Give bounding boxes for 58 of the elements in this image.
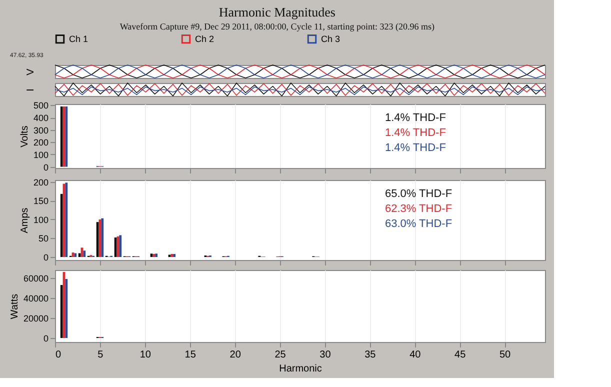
x-tick-label: 10 [140,350,152,360]
y-axis-title: Amps [19,208,30,234]
y-tick-label: 500 [33,100,48,111]
bar [170,254,174,257]
x-tick-label: 35 [364,350,376,360]
annotation: 1.4% THD-F [385,142,446,154]
y-tick-label: 0 [43,162,48,172]
bar [119,235,122,257]
bar [116,236,120,257]
legend-label: Ch 3 [321,34,340,44]
y-axis-title: V [26,68,36,76]
x-tick-label: 15 [184,350,196,360]
y-tick-label: 100 [33,150,48,160]
annotation: 62.3% THD-F [385,203,452,215]
x-tick-label: 45 [454,350,466,360]
y-tick-label: 300 [33,125,48,136]
y-tick-label: 400 [33,113,48,124]
legend-label: Ch 2 [195,34,214,44]
chart-subtitle: Waveform Capture #9, Dec 29 2011, 08:00:00, Cycle 11, starting point: 323 (20.96 ms) [120,22,434,32]
x-tick-label: 40 [410,350,422,360]
y-axis-title: Volts [19,126,30,148]
y-tick-label: 200 [33,138,48,148]
y-tick-label: 100 [33,214,48,225]
y-axis-title: Watts [9,294,20,320]
bar [65,279,68,338]
y-axis-title: I [26,88,36,92]
x-tick-label: 5 [98,350,104,360]
annotation: 65.0% THD-F [385,188,452,200]
annotation: 63.0% THD-F [385,218,452,230]
x-tick-label: 50 [499,350,512,360]
y-tick-label: 0 [43,252,48,262]
x-tick-label: 20 [230,350,242,360]
y-tick-label: 50 [38,234,48,244]
chart-title: Harmonic Magnitudes [218,4,336,20]
bar [96,222,99,257]
y-tick-label: 150 [33,196,48,206]
x-tick-label: 25 [274,350,286,360]
bar [152,254,156,257]
bar [78,253,81,257]
legend-label: Ch 1 [69,34,88,44]
bar [60,194,63,257]
bar [83,250,86,257]
bar [155,254,158,257]
annotation: 1.4% THD-F [385,112,446,124]
bar [173,254,176,257]
annotation: 1.4% THD-F [385,127,446,139]
x-tick-label: 30 [320,350,332,360]
y-tick-label: 60000 [23,274,48,284]
bar [60,285,63,338]
y-tick-label: 20000 [23,314,48,324]
y-tick-label: 0 [43,334,48,344]
bar [101,218,104,257]
x-tick-label: 0 [56,350,62,360]
bar [65,182,68,257]
x-axis-title: Harmonic [279,364,322,374]
bar [74,253,77,257]
y-tick-label: 40000 [23,294,48,304]
y-tick-label: 200 [33,177,48,188]
